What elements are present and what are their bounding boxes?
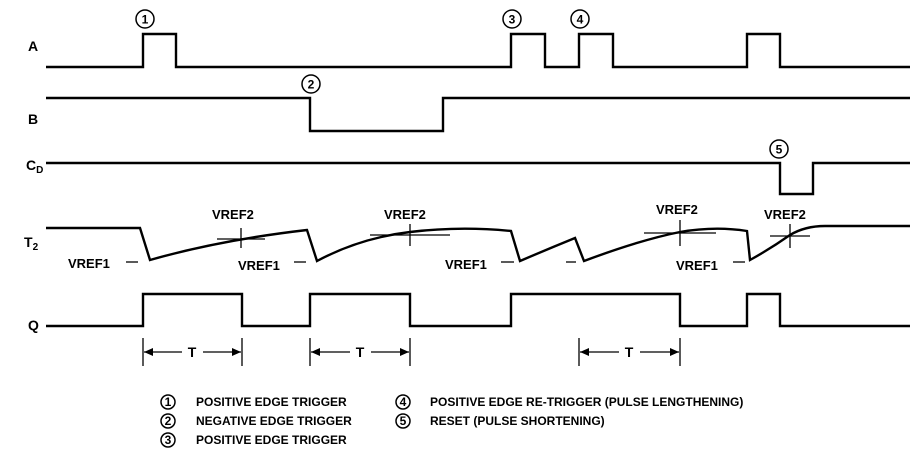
- waveform-cd: [46, 161, 910, 196]
- svg-text:VREF2: VREF2: [212, 207, 254, 222]
- legend-item-5: 5 RESET (PULSE SHORTENING): [395, 413, 605, 429]
- vref2-label-2: VREF2: [384, 207, 426, 222]
- svg-text:VREF1: VREF1: [676, 258, 718, 273]
- svg-text:NEGATIVE EDGE TRIGGER: NEGATIVE EDGE TRIGGER: [196, 414, 352, 428]
- waveform-t2: [46, 224, 910, 263]
- trigger-marker-2: 2: [301, 74, 321, 94]
- vref2-label-4: VREF2: [764, 207, 806, 222]
- vref2-crosshair-1: [217, 228, 265, 248]
- period-marker-3: T: [578, 338, 681, 366]
- period-marker-2: T: [309, 338, 411, 366]
- svg-text:1: 1: [165, 395, 172, 409]
- waveform-q: [46, 292, 910, 328]
- svg-text:VREF2: VREF2: [384, 207, 426, 222]
- vref1-label-3: VREF1: [445, 257, 514, 272]
- vref2-crosshair-2: [370, 224, 450, 246]
- signal-label-q: Q: [28, 317, 39, 333]
- svg-text:4: 4: [400, 395, 407, 409]
- svg-text:RESET (PULSE SHORTENING): RESET (PULSE SHORTENING): [430, 414, 605, 428]
- svg-text:T: T: [356, 344, 365, 360]
- legend-item-1: 1 POSITIVE EDGE TRIGGER: [160, 394, 347, 410]
- period-marker-1: T: [142, 338, 243, 366]
- trigger-marker-4: 4: [570, 9, 590, 29]
- svg-text:VREF1: VREF1: [238, 258, 280, 273]
- svg-text:5: 5: [776, 143, 783, 157]
- svg-text:POSITIVE EDGE TRIGGER: POSITIVE EDGE TRIGGER: [196, 433, 347, 447]
- vref2-label-1: VREF2: [212, 207, 254, 222]
- svg-text:3: 3: [509, 13, 516, 27]
- signal-label-cd: CD: [26, 157, 43, 176]
- signal-label-a: A: [28, 38, 38, 54]
- vref2-label-3: VREF2: [656, 202, 698, 217]
- waveform-b: [46, 96, 910, 133]
- vref2-crosshair-3: [644, 220, 716, 246]
- svg-text:VREF1: VREF1: [445, 257, 487, 272]
- svg-text:VREF2: VREF2: [656, 202, 698, 217]
- svg-text:2: 2: [165, 414, 172, 428]
- trigger-marker-1: 1: [135, 9, 155, 29]
- svg-text:5: 5: [400, 414, 407, 428]
- svg-text:VREF2: VREF2: [764, 207, 806, 222]
- legend-item-4: 4 POSITIVE EDGE RE-TRIGGER (PULSE LENGTH…: [395, 394, 743, 410]
- vref1-label-1: VREF1: [68, 256, 138, 271]
- legend-item-2: 2 NEGATIVE EDGE TRIGGER: [160, 413, 352, 429]
- svg-text:VREF1: VREF1: [68, 256, 110, 271]
- vref2-crosshair-4: [770, 224, 810, 248]
- waveform-a: [46, 32, 910, 69]
- signal-label-b: B: [28, 111, 38, 127]
- trigger-marker-3: 3: [502, 9, 522, 29]
- svg-text:4: 4: [577, 13, 584, 27]
- legend: 1 POSITIVE EDGE TRIGGER 2 NEGATIVE EDGE …: [160, 394, 743, 448]
- svg-text:2: 2: [308, 78, 315, 92]
- signal-label-t2: T2: [24, 234, 39, 253]
- svg-text:T: T: [625, 344, 634, 360]
- trigger-marker-5: 5: [769, 139, 789, 159]
- vref1-label-5: VREF1: [676, 258, 745, 273]
- svg-text:T: T: [188, 344, 197, 360]
- vref1-label-2: VREF1: [238, 258, 306, 273]
- svg-text:POSITIVE EDGE TRIGGER: POSITIVE EDGE TRIGGER: [196, 395, 347, 409]
- svg-text:1: 1: [142, 13, 149, 27]
- svg-text:POSITIVE EDGE RE-TRIGGER (PULS: POSITIVE EDGE RE-TRIGGER (PULSE LENGTHEN…: [430, 395, 743, 409]
- legend-item-3: 3 POSITIVE EDGE TRIGGER: [160, 432, 347, 448]
- svg-text:3: 3: [165, 433, 172, 447]
